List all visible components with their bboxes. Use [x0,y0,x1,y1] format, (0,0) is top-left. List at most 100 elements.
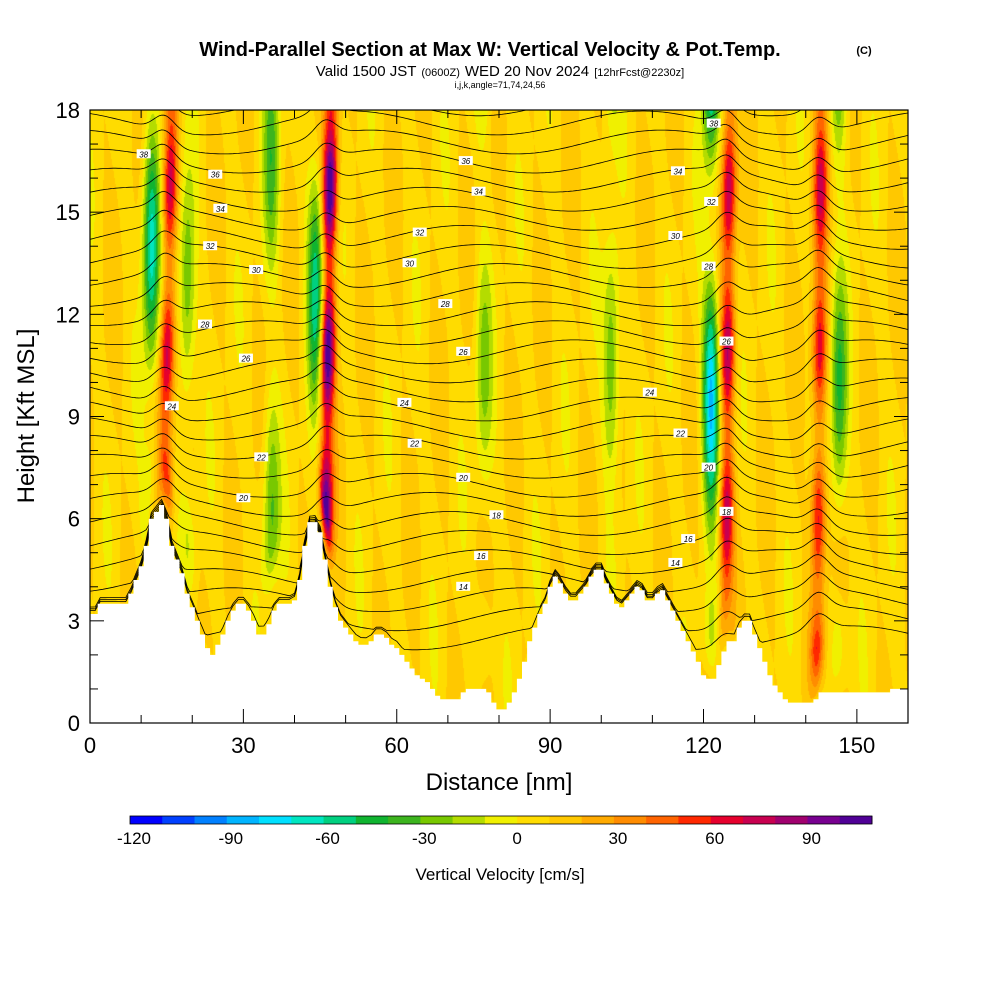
colorbar-tick-label: 60 [705,829,724,848]
colorbar-swatch [775,816,808,824]
colorbar-tick-label: 0 [512,829,521,848]
contour-label-text: 20 [458,474,468,483]
contour-label-text: 24 [399,399,409,408]
contour-label-bg [471,186,486,196]
contour-label-bg [397,397,412,407]
theta-contour-line [90,209,908,250]
theta-contour-line [90,110,908,136]
contour-label-bg [402,258,417,268]
contour-label-text: 30 [671,232,680,241]
contour-label-bg [706,118,721,128]
chart-title: Wind-Parallel Section at Max W: Vertical… [199,39,780,61]
contour-label-text: 30 [252,266,261,275]
theta-contour-line [90,362,908,403]
x-tick-label: 30 [231,733,255,758]
contour-label-text: 32 [707,198,716,207]
contour-label-text: 22 [675,430,685,439]
theta-contour-line [90,510,908,651]
contour-label-text: 20 [238,494,248,503]
contour-label-bg [642,387,657,397]
valid-line: Valid 1500 JST (0600Z) WED 20 Nov 2024 [… [316,63,684,80]
theta-contour-line [90,381,908,422]
contour-label-bg [412,227,427,237]
copyright-mark: (C) [856,45,872,57]
contour-label: 20 [236,493,251,503]
colorbar-swatch [323,816,357,824]
contour-label-bg [489,510,504,520]
contour-label: 26 [456,346,471,357]
contour-label: 34 [670,166,685,176]
colorbar-swatch [581,816,615,824]
theta-contour-line [90,249,908,288]
colorbar-swatch [517,816,550,824]
contour-label-bg [474,551,489,561]
colorbar-swatch [194,816,228,824]
colorbar-label: Vertical Velocity [cm/s] [415,865,584,884]
theta-contour-line [90,503,908,593]
theta-contour-line [90,344,908,384]
colorbar-tick-label: -60 [315,829,340,848]
colorbar-swatch [549,816,583,824]
contour-label: 32 [203,241,218,251]
contour-label-bg [203,241,218,251]
contour-label: 26 [719,336,734,347]
contour-label-bg [254,452,269,462]
contour-label-bg [701,462,716,472]
contour-label-text: 28 [703,263,713,272]
contour-label-bg [681,534,696,544]
colorbar-swatch [742,816,776,824]
contour-label-bg [407,438,422,448]
forecast-info: [12hrFcst@2230z] [594,67,684,79]
contour-label-text: 18 [722,508,731,517]
contour-label: 24 [164,401,179,411]
theta-contour-line [90,230,908,269]
theta-contour-line [90,425,908,460]
contour-label-text: 22 [409,440,419,449]
contour-label-text: 34 [474,188,483,197]
contour-label-bg [456,581,471,591]
contour-label-text: 24 [644,389,654,398]
colorbar-swatch [484,816,518,824]
contour-label: 36 [208,169,223,180]
theta-contour-line [90,154,908,193]
contour-label: 34 [471,186,486,197]
theta-contour-line [90,328,908,365]
contour-label-text: 14 [459,583,468,592]
contour-label: 20 [456,472,471,483]
colorbar-swatch [259,816,292,824]
contour-label-bg [668,231,683,241]
contour-label-bg [238,353,253,363]
theta-contour-line [90,505,908,612]
contour-label-text: 36 [461,157,470,166]
theta-contour-line [90,138,908,174]
colorbar-tick-label: -120 [117,829,151,848]
plot-area: 38 36 34 32 30 28 26 24 22 20 36 34 32 30 28 26 24 22 20 18… [90,110,908,723]
contour-label: 30 [402,258,417,268]
colorbar-tick-label: 90 [802,829,821,848]
x-tick-label: 60 [385,733,409,758]
contour-label-text: 26 [240,355,250,364]
colorbar [129,815,873,825]
contour-label: 22 [254,452,269,462]
colorbar-swatch [291,816,325,824]
theta-contour-line [90,498,908,555]
y-tick-label: 6 [68,507,80,532]
colorbar-tick-labels: -120 -90 -60 -30 0 30 60 90 [117,829,821,848]
contour-label-bg [164,401,179,411]
contour-label-text: 38 [139,150,148,159]
contour-label-bg [668,557,683,567]
contour-label: 34 [213,203,228,214]
contour-label-bg [236,493,251,503]
colorbar-swatch [678,816,712,824]
contour-label-bg [456,346,471,356]
contour-label: 28 [438,299,453,309]
contour-label-bg [136,149,151,159]
colorbar-swatch [646,816,679,824]
x-tick-label: 120 [685,733,722,758]
theta-contour-line [90,403,908,441]
y-tick-label: 0 [68,711,80,736]
contour-label-text: 32 [415,229,424,238]
contour-label-text: 20 [703,464,713,473]
contour-label-text: 22 [256,453,266,462]
